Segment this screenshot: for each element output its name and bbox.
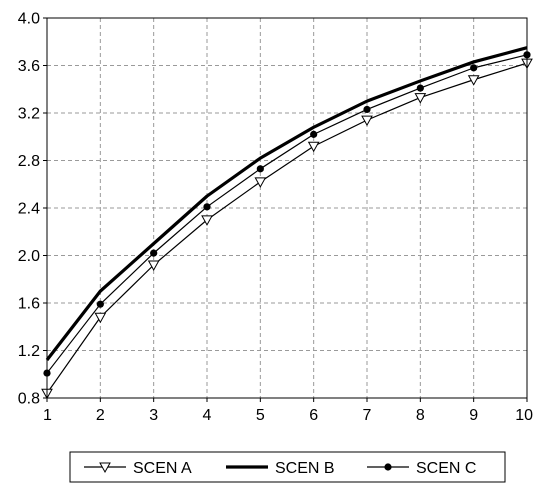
series-line [46,54,528,374]
x-tick-label: 2 [96,407,105,424]
x-tick-label: 9 [469,407,478,424]
data-point [94,312,107,324]
legend-label: SCEN B [275,460,335,477]
y-tick-label: 3.6 [18,58,40,75]
series-line [45,46,528,361]
x-tick-label: 8 [416,407,425,424]
legend-item: SCEN B [226,460,335,477]
y-tick-label: 3.2 [18,106,40,123]
grid [47,18,527,398]
data-point [96,300,104,308]
data-point [307,141,320,153]
data-point [150,249,158,257]
data-point [147,260,160,272]
data-point [256,165,264,173]
data-point [310,130,318,138]
y-tick-label: 4.0 [18,11,40,28]
series-scen-b [45,46,528,361]
data-point [467,75,480,86]
data-point [254,177,267,188]
series-line [46,62,528,394]
legend-label: SCEN C [416,460,476,477]
data-point [416,84,424,92]
legend-item: SCEN C [367,460,476,477]
data-point [203,203,211,211]
x-tick-label: 7 [363,407,372,424]
x-tick-label: 5 [256,407,265,424]
y-tick-label: 1.6 [18,296,40,313]
x-tick-label: 1 [43,407,52,424]
legend-swatch-marker [384,463,392,471]
data-point [470,64,478,72]
series-scen-a [41,58,533,400]
y-tick-label: 2.0 [18,248,40,265]
legend-swatch-marker [99,462,111,474]
x-tick-label: 4 [203,407,212,424]
legend: SCEN A SCEN B SCEN C [69,451,506,483]
data-point [414,93,427,104]
x-tick-label: 10 [515,407,533,424]
axes: 0.8 1.2 1.6 2.0 2.4 2.8 3.2 3.6 4.0 1 2 3 4 5 6 7 8 9 10 [18,11,533,425]
y-tick-label: 0.8 [18,391,40,408]
legend-item: SCEN A [84,460,192,477]
data-point [363,105,371,114]
legend-box [69,451,506,483]
series-lines [41,46,533,400]
legend-label: SCEN A [133,460,192,477]
x-tick-label: 6 [309,407,318,424]
y-tick-label: 2.4 [18,201,40,218]
series-scen-c [43,51,531,377]
y-tick-label: 1.2 [18,343,40,360]
data-point [201,215,213,226]
x-tick-label: 3 [149,407,158,424]
y-tick-label: 2.8 [18,153,40,170]
data-point [361,115,373,127]
